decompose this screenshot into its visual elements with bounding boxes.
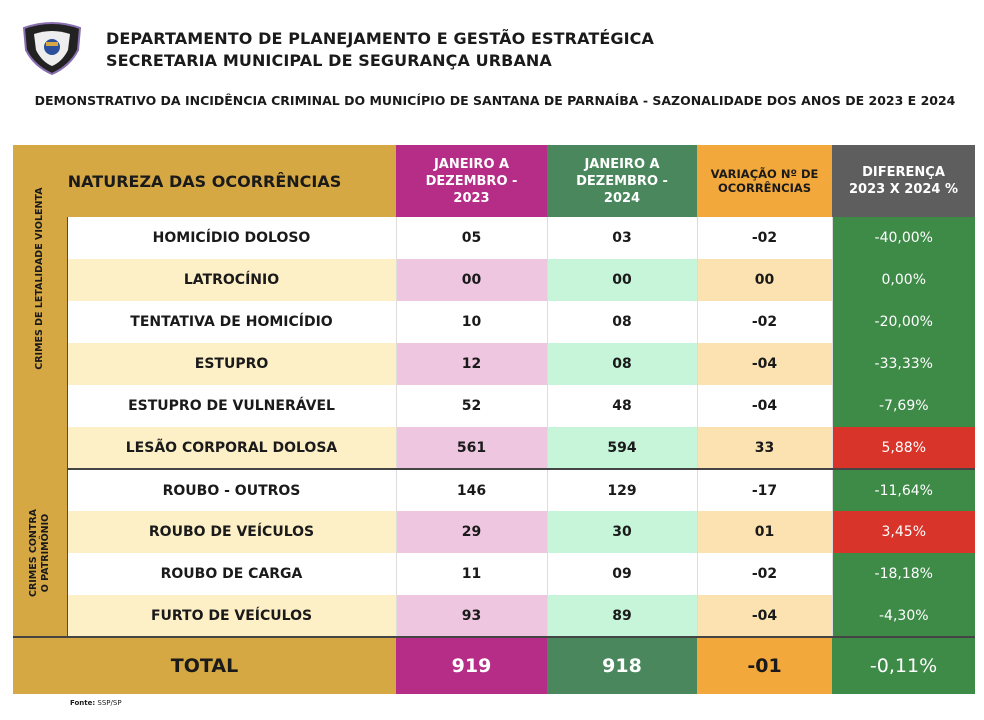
table-row: CRIMES CONTRA O PATRIMÔNIO ROUBO - OUTROS… xyxy=(13,469,976,637)
crime-name: FURTO DE VEÍCULOS xyxy=(67,595,397,637)
table-row: LESÃO CORPORAL DOLOSA 561 594 33 5,88% xyxy=(13,427,976,470)
table-row: LATROCÍNIO 00 00 00 0,00% xyxy=(13,259,976,301)
value-2024: 594 xyxy=(547,427,698,470)
value-2023: 11 xyxy=(396,553,548,595)
value-2023: 05 xyxy=(396,217,548,259)
difference-percent: -18,18% xyxy=(832,553,976,595)
group-label: CRIMES DE LETALIDADE VIOLENTA xyxy=(13,187,68,469)
variation: -02 xyxy=(697,217,833,259)
value-2023: 10 xyxy=(396,301,548,343)
crime-name: LATROCÍNIO xyxy=(67,259,397,301)
header-nature: NATUREZA DAS OCORRÊNCIAS xyxy=(13,145,397,217)
variation: 00 xyxy=(697,259,833,301)
header-2023: JANEIRO A DEZEMBRO - 2023 xyxy=(396,145,548,217)
value-2024: 00 xyxy=(547,259,698,301)
crime-table: NATUREZA DAS OCORRÊNCIAS JANEIRO A DEZEM… xyxy=(13,145,976,694)
value-2023: 52 xyxy=(396,385,548,427)
secretariat-name: SECRETARIA MUNICIPAL DE SEGURANÇA URBANA xyxy=(106,51,552,70)
variation: -04 xyxy=(697,385,833,427)
difference-percent: -7,69% xyxy=(832,385,976,427)
source-note: Fonte: SSP/SP xyxy=(70,699,122,707)
value-2024: 89 xyxy=(547,595,698,637)
value-2023: 12 xyxy=(396,343,548,385)
value-2023: 561 xyxy=(396,427,548,470)
variation: 01 xyxy=(697,511,833,553)
value-2024: 08 xyxy=(547,343,698,385)
total-2024: 918 xyxy=(547,636,698,694)
difference-percent: 0,00% xyxy=(832,259,976,301)
department-name: DEPARTAMENTO DE PLANEJAMENTO E GESTÃO ES… xyxy=(106,29,655,48)
total-2023: 919 xyxy=(396,636,548,694)
variation: -02 xyxy=(697,553,833,595)
value-2024: 129 xyxy=(547,469,698,511)
header-difference: DIFERENÇA 2023 X 2024 % xyxy=(832,145,976,217)
value-2024: 09 xyxy=(547,553,698,595)
value-2024: 03 xyxy=(547,217,698,259)
difference-percent: -11,64% xyxy=(832,469,976,511)
header-2024: JANEIRO A DEZEMBRO - 2024 xyxy=(547,145,698,217)
crime-name: TENTATIVA DE HOMICÍDIO xyxy=(67,301,397,343)
crime-name: ESTUPRO xyxy=(67,343,397,385)
table-row: ESTUPRO DE VULNERÁVEL 52 48 -04 -7,69% xyxy=(13,385,976,427)
value-2024: 30 xyxy=(547,511,698,553)
source-label: Fonte: xyxy=(70,699,96,707)
difference-percent: 3,45% xyxy=(832,511,976,553)
total-variation: -01 xyxy=(697,636,833,694)
crime-name: ROUBO DE VEÍCULOS xyxy=(67,511,397,553)
guard-shield-logo xyxy=(22,22,82,76)
table-row: ROUBO DE VEÍCULOS 29 30 01 3,45% xyxy=(13,511,976,553)
total-difference: -0,11% xyxy=(832,636,976,694)
group-label: CRIMES CONTRA O PATRIMÔNIO xyxy=(13,469,68,637)
table-row: FURTO DE VEÍCULOS 93 89 -04 -4,30% xyxy=(13,595,976,637)
value-2024: 48 xyxy=(547,385,698,427)
difference-percent: -20,00% xyxy=(832,301,976,343)
difference-percent: -4,30% xyxy=(832,595,976,637)
value-2023: 29 xyxy=(396,511,548,553)
variation: -04 xyxy=(697,343,833,385)
crime-name: ROUBO DE CARGA xyxy=(67,553,397,595)
total-label: TOTAL xyxy=(13,636,397,694)
value-2024: 08 xyxy=(547,301,698,343)
total-row: TOTAL 919 918 -01 -0,11% xyxy=(13,636,976,694)
table-row: ESTUPRO 12 08 -04 -33,33% xyxy=(13,343,976,385)
variation: 33 xyxy=(697,427,833,470)
difference-percent: 5,88% xyxy=(832,427,976,470)
variation: -04 xyxy=(697,595,833,637)
variation: -02 xyxy=(697,301,833,343)
table-row: TENTATIVA DE HOMICÍDIO 10 08 -02 -20,00% xyxy=(13,301,976,343)
source-value: SSP/SP xyxy=(97,699,122,707)
value-2023: 146 xyxy=(396,469,548,511)
crime-name: ROUBO - OUTROS xyxy=(67,469,397,511)
variation: -17 xyxy=(697,469,833,511)
header-variation: VARIAÇÃO Nº DE OCORRÊNCIAS xyxy=(697,145,833,217)
crime-name: HOMICÍDIO DOLOSO xyxy=(67,217,397,259)
value-2023: 93 xyxy=(396,595,548,637)
crime-name: LESÃO CORPORAL DOLOSA xyxy=(67,427,397,470)
crime-name: ESTUPRO DE VULNERÁVEL xyxy=(67,385,397,427)
difference-percent: -40,00% xyxy=(832,217,976,259)
value-2023: 00 xyxy=(396,259,548,301)
table-row: ROUBO DE CARGA 11 09 -02 -18,18% xyxy=(13,553,976,595)
difference-percent: -33,33% xyxy=(832,343,976,385)
report-title: DEMONSTRATIVO DA INCIDÊNCIA CRIMINAL DO … xyxy=(34,93,956,108)
table-row: CRIMES DE LETALIDADE VIOLENTA HOMICÍDIO D… xyxy=(13,187,976,469)
